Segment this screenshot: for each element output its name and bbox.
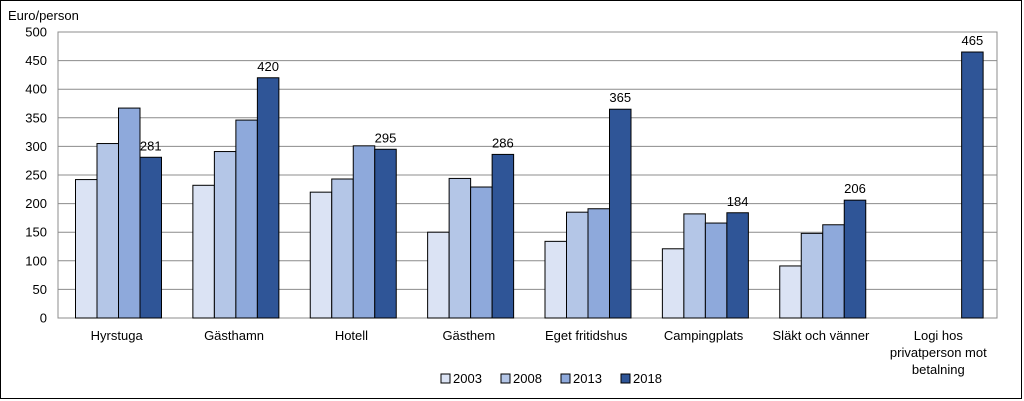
bar-2018 <box>843 199 867 319</box>
bar-2013 <box>352 145 376 319</box>
bar-2008 <box>448 177 472 319</box>
y-tick-label: 100 <box>25 253 47 268</box>
legend-label: 2008 <box>513 371 542 386</box>
y-tick-label: 500 <box>25 25 47 40</box>
bar-2013 <box>118 107 141 319</box>
bar-2013 <box>235 119 258 319</box>
legend-swatch-2003 <box>440 373 451 384</box>
data-label: 365 <box>609 90 631 105</box>
bar-2013 <box>822 224 845 319</box>
legend-label: 2013 <box>573 371 602 386</box>
category-label: Logi hos <box>914 328 964 343</box>
data-label: 465 <box>962 33 984 48</box>
bar-2013 <box>470 186 493 319</box>
category-label: Gästhamn <box>204 328 264 343</box>
bar-2018 <box>256 77 280 319</box>
y-tick-label: 450 <box>25 53 47 68</box>
bar-2003 <box>75 179 98 319</box>
bar-2008 <box>331 178 354 319</box>
bar-2018 <box>609 108 632 319</box>
y-axis-label: Euro/person <box>8 8 79 23</box>
data-label: 295 <box>375 130 397 145</box>
y-tick-label: 400 <box>25 82 47 97</box>
data-label: 420 <box>257 59 279 74</box>
category-label: Hotell <box>335 328 368 343</box>
y-tick-label: 350 <box>25 110 47 125</box>
bar-2018 <box>139 156 162 319</box>
bar-2018 <box>726 212 749 319</box>
y-tick-label: 50 <box>33 282 47 297</box>
bar-2013 <box>704 222 728 319</box>
bar-2003 <box>192 184 215 319</box>
bar-2008 <box>800 232 824 319</box>
bar-2003 <box>779 265 802 319</box>
y-tick-label: 0 <box>40 311 47 326</box>
category-label: Släkt och vänner <box>773 328 871 343</box>
data-label: 184 <box>727 194 749 209</box>
category-label: Eget fritidshus <box>545 328 628 343</box>
bar-2018 <box>961 51 984 319</box>
bar-2003 <box>427 231 450 319</box>
data-label: 286 <box>492 135 514 150</box>
plot-area <box>57 31 998 319</box>
bar-2008 <box>683 213 706 319</box>
bar-2003 <box>544 240 567 319</box>
bar-2018 <box>374 148 397 319</box>
category-label: Campingplats <box>664 328 744 343</box>
bar-2008 <box>96 143 119 319</box>
bar-2008 <box>213 151 237 319</box>
legend-swatch-2018 <box>620 373 631 384</box>
legend-label: 2003 <box>453 371 482 386</box>
bar-2018 <box>491 153 515 319</box>
y-tick-label: 300 <box>25 139 47 154</box>
y-tick-label: 150 <box>25 225 47 240</box>
bar-2003 <box>309 191 333 319</box>
category-label: Hyrstuga <box>91 328 144 343</box>
bar-2013 <box>587 208 610 319</box>
bar-2003 <box>661 248 685 319</box>
legend-swatch-2013 <box>560 373 571 384</box>
y-tick-label: 200 <box>25 196 47 211</box>
legend-swatch-2008 <box>500 373 511 384</box>
data-label: 281 <box>140 138 162 153</box>
legend-label: 2018 <box>633 371 662 386</box>
category-label: betalning <box>912 362 965 377</box>
bar-2008 <box>566 211 589 319</box>
y-tick-label: 250 <box>25 168 47 183</box>
category-label: privatperson mot <box>890 345 987 360</box>
data-label: 206 <box>844 181 866 196</box>
category-label: Gästhem <box>442 328 495 343</box>
